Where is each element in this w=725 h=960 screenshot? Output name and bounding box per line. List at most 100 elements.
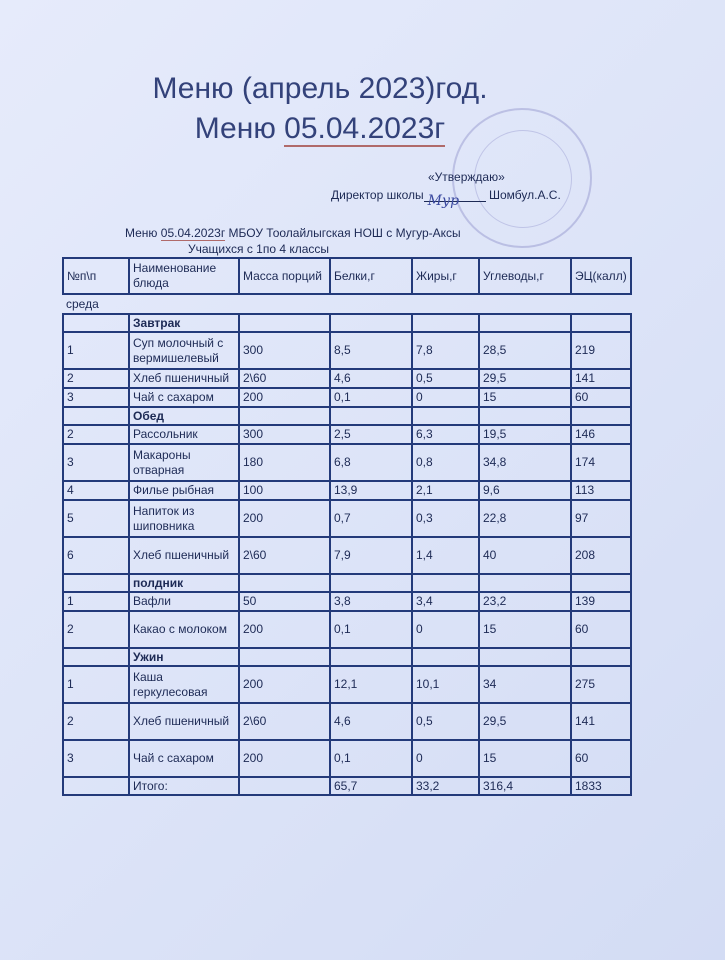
carbs: 22,8 [478,499,572,538]
fat [411,573,480,593]
dish-name: полдник [128,573,240,593]
carbs: 23,2 [478,591,572,612]
energy: 139 [570,591,632,612]
col-energy: ЭЦ(калл) [570,257,632,295]
carbs: 15 [478,387,572,408]
protein [329,647,413,667]
protein: 2,5 [329,424,413,445]
energy [570,406,632,426]
portion: 100 [238,480,331,501]
fat: 0,3 [411,499,480,538]
subtitle-date: 05.04.2023г [284,112,446,147]
carbs [478,647,572,667]
table-row: 3 Макароны отварная 180 6,8 0,8 34,8 174 [62,443,632,482]
fat: 0,5 [411,368,480,389]
row-number [62,313,130,333]
row-number: 3 [62,443,130,482]
dish-name: Каша геркулесовая [128,665,240,704]
dish-name: Итого: [128,776,240,796]
portion [238,313,331,333]
energy: 113 [570,480,632,501]
portion [238,573,331,593]
page-subtitle: Меню 05.04.2023г [0,112,640,147]
row-number [62,406,130,426]
fat [411,406,480,426]
carbs: 29,5 [478,702,572,741]
protein: 3,8 [329,591,413,612]
menu-line-school: МБОУ Тоолайлыгская НОШ с Мугур-Аксы [225,226,461,240]
energy: 60 [570,610,632,649]
fat: 7,8 [411,331,480,370]
section-row: Обед [62,406,632,426]
dish-name: Чай с сахаром [128,739,240,778]
energy [570,647,632,667]
carbs: 40 [478,536,572,575]
carbs: 29,5 [478,368,572,389]
row-number [62,647,130,667]
portion: 50 [238,591,331,612]
protein: 8,5 [329,331,413,370]
total-row: Итого: 65,7 33,2 316,4 1833 [62,776,632,796]
table-row: 3 Чай с сахаром 200 0,1 0 15 60 [62,739,632,778]
portion: 300 [238,331,331,370]
carbs [478,406,572,426]
energy: 1833 [570,776,632,796]
protein: 0,1 [329,387,413,408]
protein: 0,1 [329,610,413,649]
director-line: Директор школы Мур Шомбул.А.С. [331,188,561,209]
table-row: 1 Каша геркулесовая 200 12,1 10,1 34 275 [62,665,632,704]
portion: 200 [238,387,331,408]
protein [329,406,413,426]
energy: 146 [570,424,632,445]
fat: 0,5 [411,702,480,741]
dish-name: Хлеб пшеничный [128,536,240,575]
dish-name: Рассольник [128,424,240,445]
fat: 2,1 [411,480,480,501]
menu-table: Завтрак 1 Суп молочный с вермишелевый 300 8,… [62,313,632,796]
carbs: 15 [478,739,572,778]
protein: 13,9 [329,480,413,501]
fat: 0 [411,610,480,649]
dish-name: Макароны отварная [128,443,240,482]
table-row: 2 Хлеб пшеничный 2\60 4,6 0,5 29,5 141 [62,702,632,741]
energy: 219 [570,331,632,370]
protein: 65,7 [329,776,413,796]
row-number [62,776,130,796]
col-carbs: Углеводы,г [478,257,572,295]
row-number: 3 [62,739,130,778]
director-name: Шомбул.А.С. [489,188,561,202]
col-number: №п\п [62,257,130,295]
protein: 0,1 [329,739,413,778]
carbs [478,573,572,593]
carbs: 19,5 [478,424,572,445]
fat: 6,3 [411,424,480,445]
dish-name: Напиток из шиповника [128,499,240,538]
dish-name: Филье рыбная [128,480,240,501]
row-number: 3 [62,387,130,408]
dish-name: Хлеб пшеничный [128,368,240,389]
table-row: 5 Напиток из шиповника 200 0,7 0,3 22,8 97 [62,499,632,538]
table-row: 1 Вафли 50 3,8 3,4 23,2 139 [62,591,632,612]
protein: 12,1 [329,665,413,704]
table-row: 2 Рассольник 300 2,5 6,3 19,5 146 [62,424,632,445]
carbs: 34,8 [478,443,572,482]
section-row: полдник [62,573,632,593]
signature-line: Мур [423,193,486,209]
carbs [478,313,572,333]
fat [411,647,480,667]
row-number: 4 [62,480,130,501]
section-row: Ужин [62,647,632,667]
portion: 200 [238,739,331,778]
menu-line: Меню 05.04.2023г МБОУ Тоолайлыгская НОШ … [125,226,461,241]
row-number: 1 [62,331,130,370]
school-stamp [452,108,592,248]
table-row: 2 Какао с молоком 200 0,1 0 15 60 [62,610,632,649]
section-row: Завтрак [62,313,632,333]
fat: 10,1 [411,665,480,704]
protein [329,573,413,593]
weekday-label: среда [66,297,99,311]
row-number: 2 [62,702,130,741]
energy: 174 [570,443,632,482]
energy [570,573,632,593]
fat: 33,2 [411,776,480,796]
